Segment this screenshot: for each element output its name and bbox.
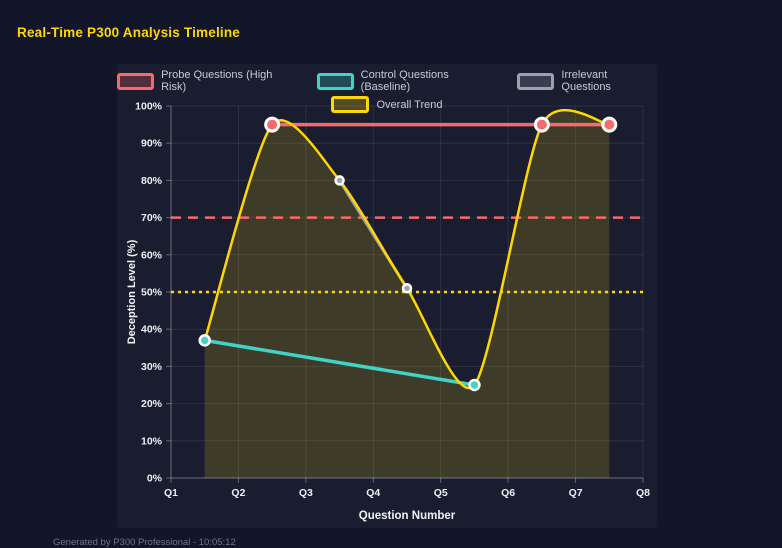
legend-item-probe-questions-high-risk[interactable]: Probe Questions (High Risk) bbox=[117, 69, 297, 93]
area-fill-overall-trend bbox=[204, 110, 610, 478]
legend-item-control-questions-baseline[interactable]: Control Questions (Baseline) bbox=[316, 69, 498, 93]
data-point-control-questions-baseline-1[interactable] bbox=[468, 378, 481, 392]
chart-legend: Probe Questions (High Risk) Control Quest… bbox=[117, 69, 657, 113]
x-axis-title: Question Number bbox=[359, 510, 456, 522]
data-point-irrelevant-questions-1[interactable] bbox=[401, 283, 413, 294]
data-point-probe-questions-high-risk-1[interactable] bbox=[533, 116, 550, 133]
data-point-irrelevant-questions-0[interactable] bbox=[334, 175, 345, 186]
legend-swatch-icon bbox=[117, 72, 155, 90]
y-tick-label: 10% bbox=[141, 435, 163, 447]
x-tick-label: Q4 bbox=[366, 487, 380, 499]
series-line-control-questions-baseline bbox=[202, 338, 477, 387]
y-tick-label: 80% bbox=[141, 175, 163, 187]
y-tick-label: 60% bbox=[141, 249, 163, 261]
x-tick-label: Q8 bbox=[636, 487, 650, 499]
x-tick-label: Q1 bbox=[164, 487, 178, 499]
legend-swatch-icon bbox=[517, 72, 555, 90]
legend-swatch-icon bbox=[316, 72, 354, 90]
x-tick-label: Q2 bbox=[231, 487, 245, 499]
y-tick-label: 20% bbox=[141, 398, 163, 410]
y-tick-label: 40% bbox=[141, 324, 163, 336]
y-tick-label: 0% bbox=[147, 473, 163, 485]
x-tick-label: Q3 bbox=[299, 487, 313, 499]
timeline-chart[interactable]: Q1 Q2 Q3 Q4 Q5 Q6 Q7 Q8 0% 10% 20% 30% 40% 50% 60% 70% 8… bbox=[117, 64, 657, 528]
page-title: Real-Time P300 Analysis Timeline bbox=[17, 25, 241, 40]
data-point-probe-questions-high-risk-0[interactable] bbox=[264, 116, 281, 133]
legend-label: Probe Questions (High Risk) bbox=[161, 69, 273, 93]
y-tick-label: 70% bbox=[141, 212, 163, 224]
legend-row: Overall Trend bbox=[331, 96, 443, 113]
y-tick-label: 30% bbox=[141, 361, 163, 373]
y-tick-label: 100% bbox=[135, 101, 163, 113]
legend-label: Control Questions (Baseline) bbox=[360, 69, 449, 93]
y-tick-label: 90% bbox=[141, 138, 163, 150]
data-point-probe-questions-high-risk-2[interactable] bbox=[601, 116, 618, 133]
legend-swatch-icon bbox=[331, 96, 370, 113]
x-tick-label: Q6 bbox=[501, 487, 515, 499]
footer-note: Generated by P300 Professional - 10:05:1… bbox=[53, 537, 236, 548]
y-tick-label: 50% bbox=[141, 287, 163, 299]
legend-item-irrelevant-questions[interactable]: Irrelevant Questions bbox=[517, 69, 657, 93]
x-tick-label: Q5 bbox=[434, 487, 448, 499]
chart-panel: Probe Questions (High Risk) Control Quest… bbox=[117, 64, 657, 528]
x-tick-label: Q7 bbox=[569, 487, 583, 499]
legend-label: Irrelevant Questions bbox=[561, 69, 611, 93]
legend-row: Probe Questions (High Risk) Control Quest… bbox=[117, 69, 657, 93]
legend-label: Overall Trend bbox=[376, 98, 443, 111]
y-axis-title: Deception Level (%) bbox=[126, 239, 138, 344]
data-point-control-questions-baseline-0[interactable] bbox=[198, 334, 211, 347]
legend-item-overall-trend[interactable]: Overall Trend bbox=[331, 96, 443, 113]
